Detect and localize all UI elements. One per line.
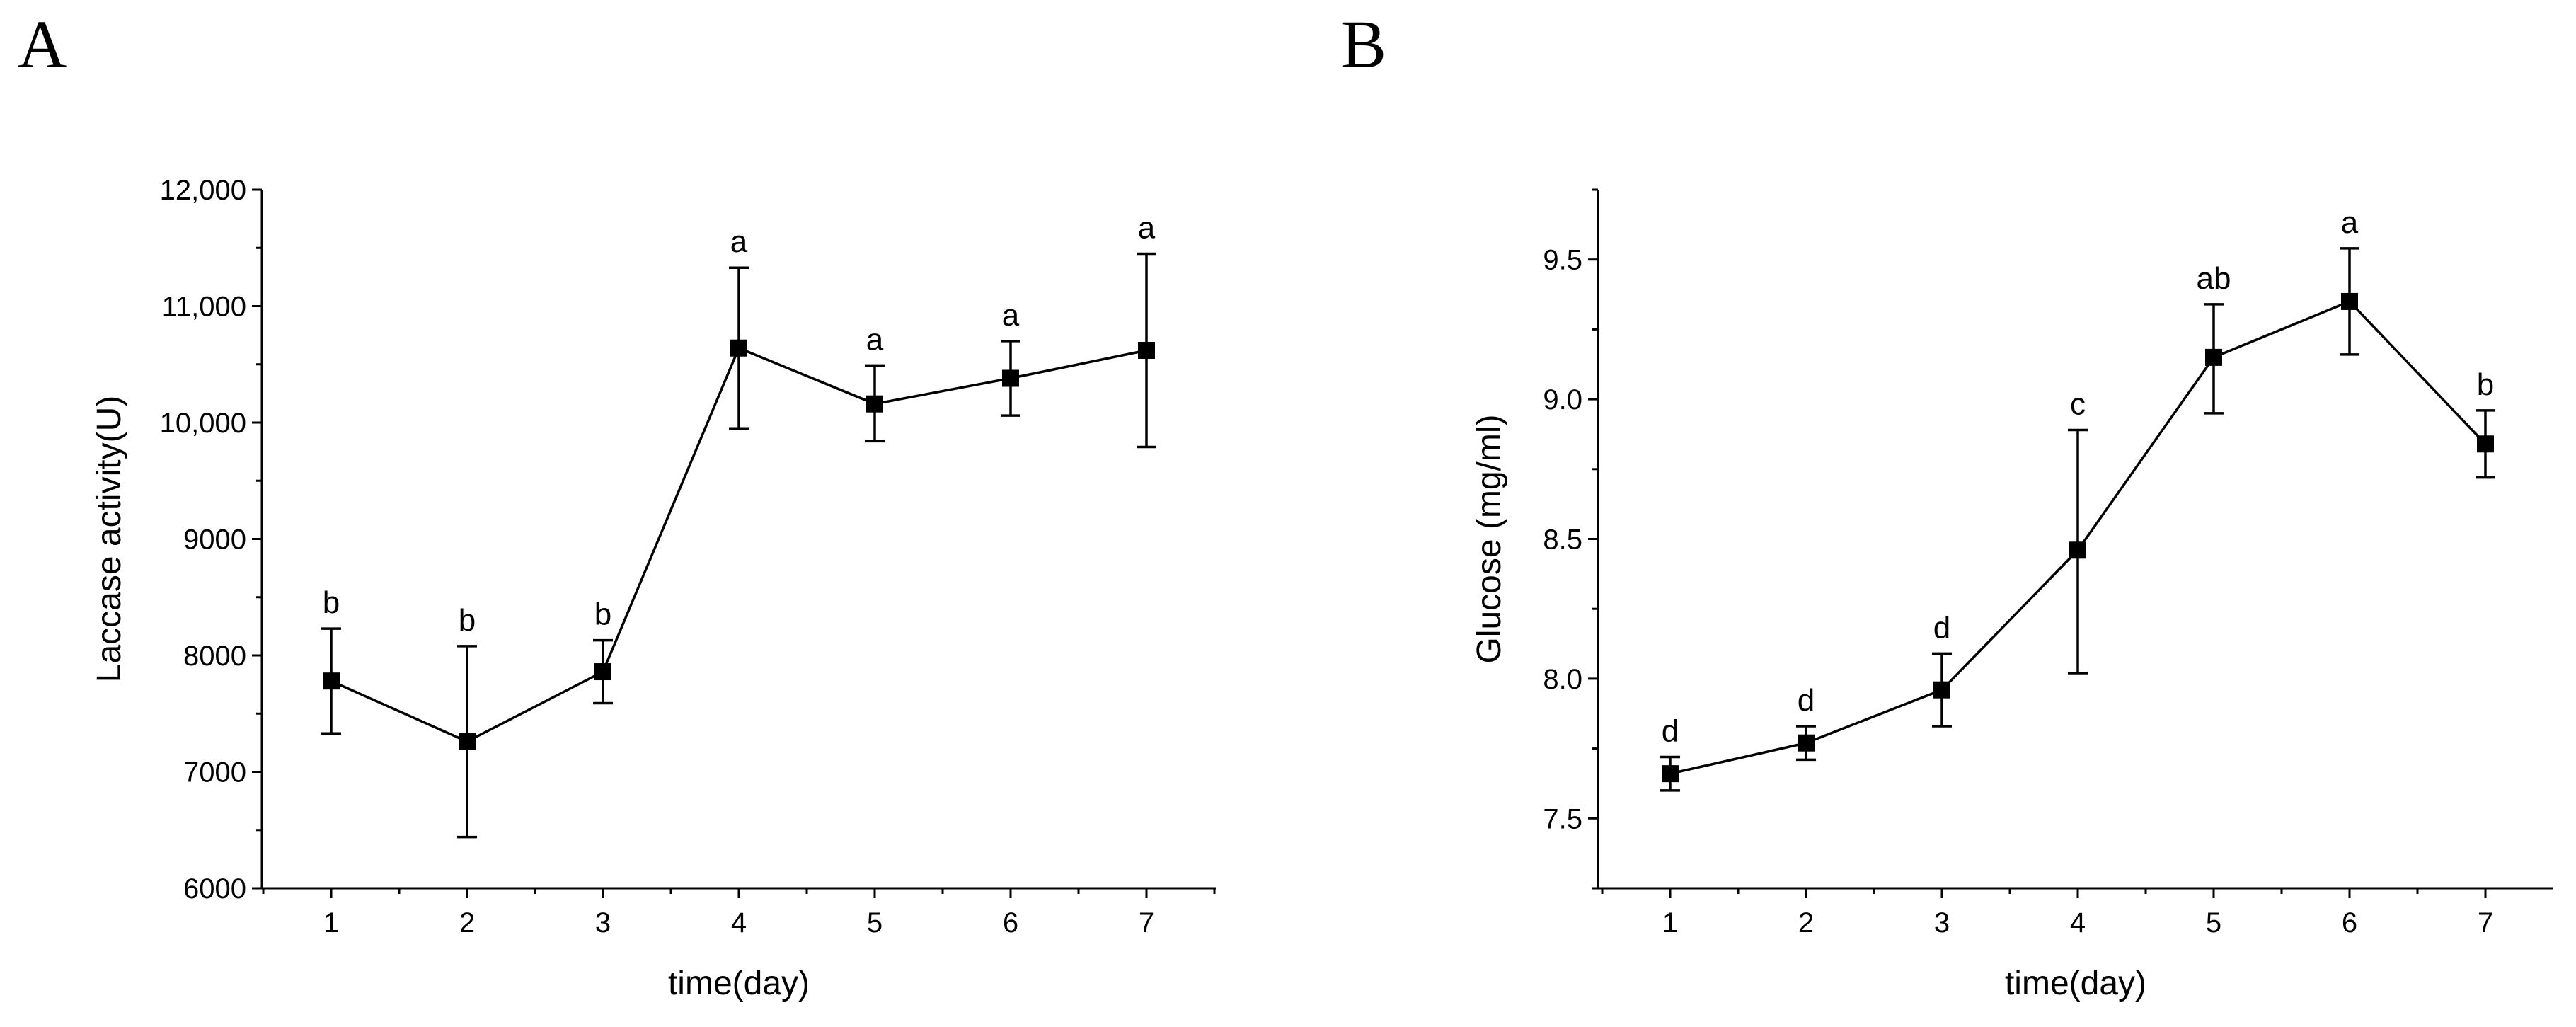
x-axis-title: time(day) [668,965,810,1002]
x-tick-label: 7 [2478,907,2493,939]
significance-label: d [1933,610,1950,645]
x-tick-label: 6 [1003,907,1018,939]
significance-label: ab [2197,261,2231,296]
data-point [1933,681,1950,699]
x-tick-label: 5 [867,907,882,939]
panel-a: A 6000 7000 8000 9000 10,000 11,000 12,000 1 2 3 4 5… [18,6,1216,1002]
y-tick-label: 8.5 [1543,524,1582,556]
significance-label: c [2070,387,2086,422]
significance-label: a [730,224,748,259]
x-tick-label: 3 [1934,907,1950,939]
y-tick-label: 8000 [183,641,246,672]
x-tick-label: 7 [1139,907,1154,939]
significance-label: a [2341,205,2359,240]
y-tick-label: 10,000 [160,408,246,439]
y-tick-label: 9.5 [1543,245,1582,276]
y-tick-label: 7.5 [1543,803,1582,834]
x-tick-label: 2 [459,907,475,939]
data-point [2341,292,2358,310]
x-tick-label: 1 [323,907,339,939]
panel-letter: B [1341,6,1386,82]
data-point [1002,369,1019,387]
data-point [1798,734,1815,752]
panel-letter: A [18,6,67,82]
x-tick-label: 4 [731,907,747,939]
y-tick-label: 6000 [183,873,246,905]
significance-label: b [459,603,476,638]
x-tick-label: 1 [1662,907,1678,939]
data-point [1138,342,1155,360]
x-tick-label: 3 [595,907,611,939]
x-tick-label: 6 [2342,907,2357,939]
panel-b: B 7.5 8.0 8.5 9.0 9.5 1 2 3 4 5 6 7 time(day) Glucose … [1341,6,2553,1002]
y-axis-title: Laccase activity(U) [91,396,128,682]
significance-label: b [323,585,340,620]
x-axis-title: time(day) [2005,965,2146,1002]
x-tick-label: 4 [2070,907,2086,939]
data-point [1662,765,1679,783]
data-point [594,663,611,681]
y-tick-label: 9000 [183,524,246,556]
significance-label: b [594,597,611,632]
y-tick-label: 8.0 [1543,664,1582,695]
significance-label: b [2477,367,2494,402]
y-tick-label: 9.0 [1543,384,1582,415]
y-axis-title: Glucose (mg/ml) [1471,414,1508,663]
y-tick-label: 12,000 [160,175,246,206]
data-point [459,733,476,750]
data-point [2477,435,2494,453]
y-tick-label: 7000 [183,757,246,788]
significance-label: d [1798,683,1815,718]
data-point [730,339,747,357]
significance-label: a [1002,298,1020,333]
significance-label: a [866,322,884,357]
significance-label: d [1662,713,1679,748]
x-tick-label: 2 [1798,907,1814,939]
data-point [866,395,883,413]
data-point [323,672,340,690]
data-point [2069,541,2086,559]
data-point [2205,348,2222,366]
y-tick-label: 11,000 [162,292,246,323]
x-tick-label: 5 [2206,907,2221,939]
significance-label: a [1138,210,1156,245]
